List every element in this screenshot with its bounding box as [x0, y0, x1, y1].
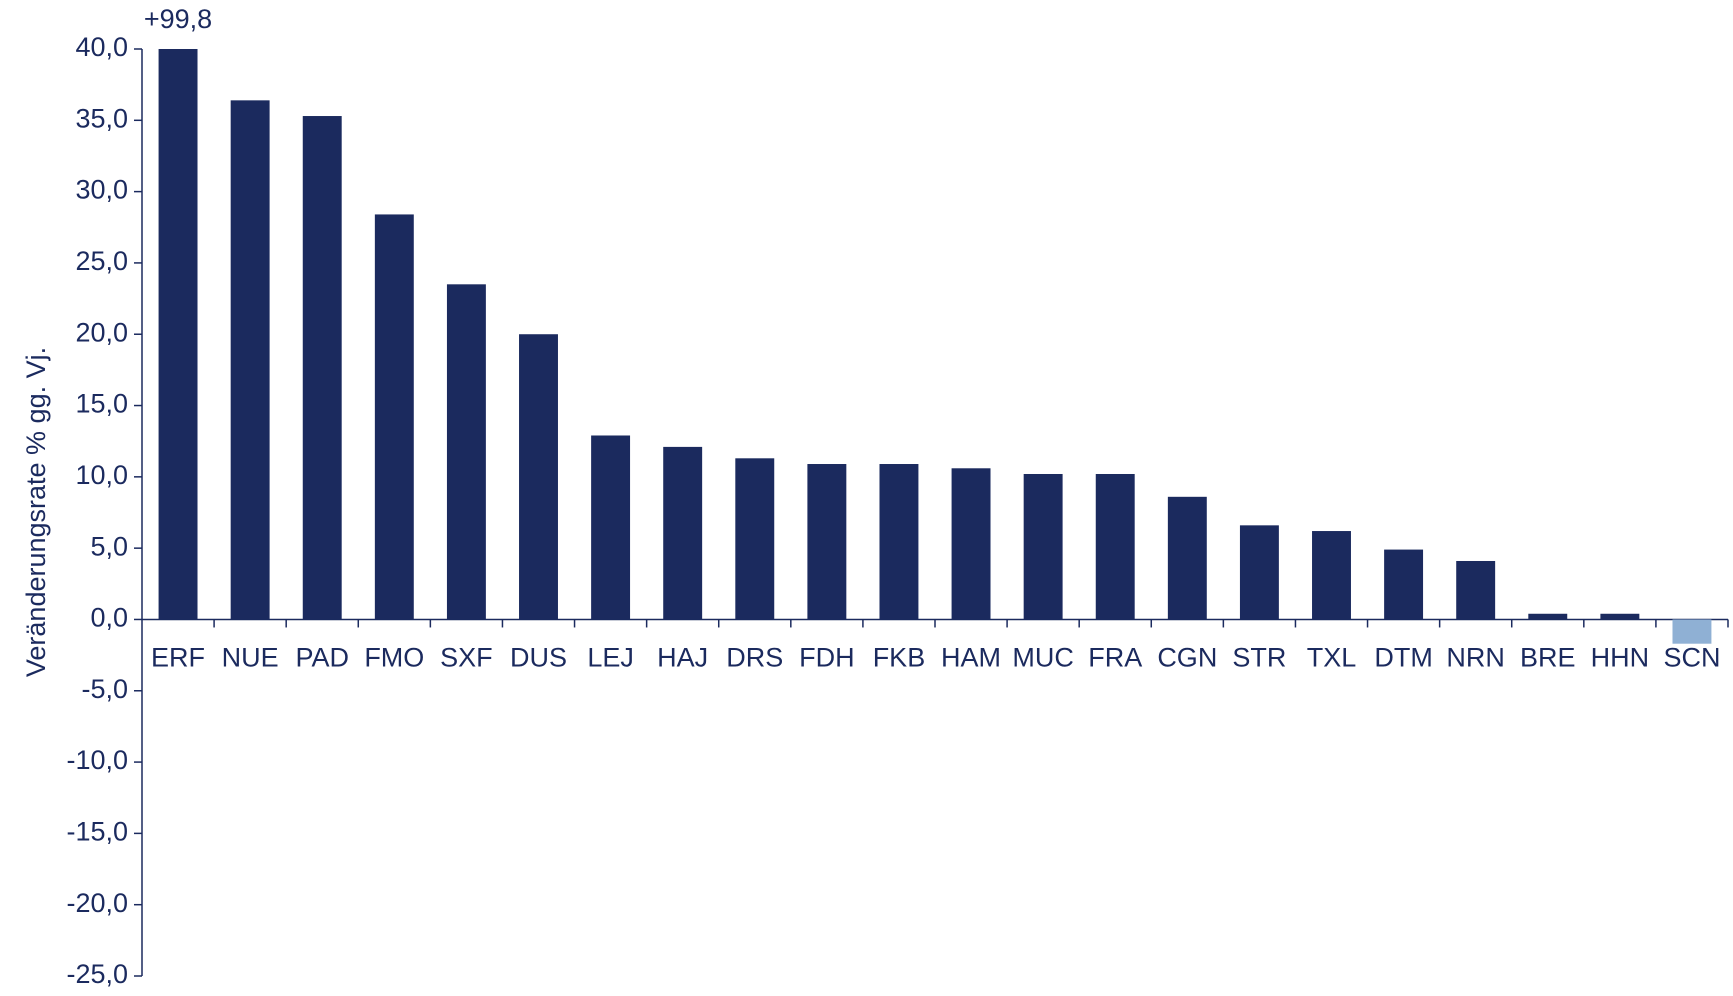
x-tick-label: DUS	[510, 643, 567, 673]
y-tick-label: -20,0	[66, 888, 128, 918]
x-tick-label: HAJ	[657, 643, 708, 673]
y-tick-label: -25,0	[66, 959, 128, 989]
bar	[591, 435, 631, 620]
bar	[1672, 619, 1712, 644]
x-tick-label: MUC	[1012, 643, 1074, 673]
bar	[1528, 613, 1568, 620]
bar	[1023, 473, 1063, 620]
y-tick-label: 25,0	[75, 246, 128, 276]
bar	[951, 468, 991, 620]
bar	[735, 458, 775, 620]
bar	[1456, 560, 1496, 620]
bar	[158, 49, 198, 620]
y-tick-label: 0,0	[90, 603, 128, 633]
y-tick-label: -10,0	[66, 745, 128, 775]
bar	[1095, 473, 1135, 620]
y-tick-label: 35,0	[75, 103, 128, 133]
bar	[446, 284, 486, 620]
bar	[1167, 496, 1207, 620]
y-tick-label: 10,0	[75, 460, 128, 490]
x-tick-label: PAD	[295, 643, 349, 673]
x-tick-label: SXF	[440, 643, 493, 673]
x-tick-label: FRA	[1088, 643, 1142, 673]
x-tick-label: HAM	[941, 643, 1001, 673]
x-tick-label: SCN	[1663, 643, 1720, 673]
bar	[302, 116, 342, 620]
x-tick-label: DRS	[726, 643, 783, 673]
bar	[1600, 613, 1640, 620]
x-tick-label: DTM	[1374, 643, 1432, 673]
x-tick-label: BRE	[1520, 643, 1576, 673]
y-tick-label: -5,0	[81, 674, 128, 704]
x-tick-label: NRN	[1446, 643, 1505, 673]
bar	[1239, 525, 1279, 620]
y-tick-label: 30,0	[75, 175, 128, 205]
x-tick-label: LEJ	[587, 643, 634, 673]
x-tick-label: STR	[1232, 643, 1286, 673]
x-tick-label: CGN	[1157, 643, 1217, 673]
bar	[519, 334, 558, 620]
x-tick-label: FKB	[873, 643, 926, 673]
y-tick-label: 15,0	[75, 389, 128, 419]
bar	[807, 464, 847, 620]
y-axis-title: Veränderungsrate % gg. Vj.	[21, 347, 51, 677]
x-tick-label: NUE	[222, 643, 279, 673]
y-tick-label: 40,0	[75, 32, 128, 62]
y-tick-label: 5,0	[90, 531, 128, 561]
x-tick-label: HHN	[1591, 643, 1650, 673]
x-tick-label: ERF	[151, 643, 205, 673]
bar	[879, 464, 919, 620]
x-tick-label: TXL	[1307, 643, 1357, 673]
x-tick-label: FMO	[364, 643, 424, 673]
bar	[663, 446, 703, 620]
x-tick-label: FDH	[799, 643, 855, 673]
y-tick-label: -15,0	[66, 817, 128, 847]
value-label: +99,8	[144, 4, 212, 34]
bar	[374, 214, 414, 620]
bar	[1384, 549, 1424, 620]
bar	[230, 100, 270, 620]
bar	[1312, 531, 1351, 620]
y-tick-label: 20,0	[75, 317, 128, 347]
